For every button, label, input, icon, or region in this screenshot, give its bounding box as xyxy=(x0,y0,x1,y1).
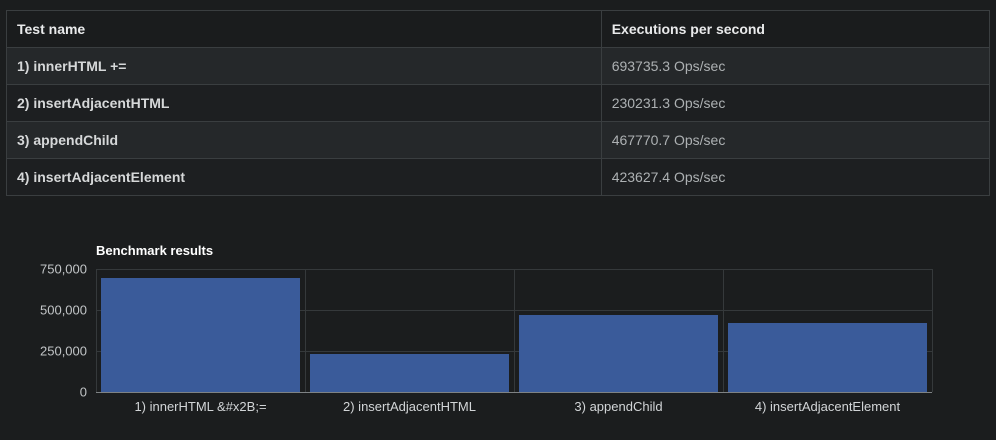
ops-value-cell: 423627.4 Ops/sec xyxy=(600,158,991,196)
gridline-v-100 xyxy=(932,269,933,392)
ops-value-cell: 230231.3 Ops/sec xyxy=(600,84,991,122)
ops-value-cell: 467770.7 Ops/sec xyxy=(600,121,991,159)
test-name-cell: 4) insertAdjacentElement xyxy=(6,158,602,196)
gridline-v-75 xyxy=(723,269,724,392)
gridline-v-25 xyxy=(305,269,306,392)
table-row: 3) appendChild 467770.7 Ops/sec xyxy=(6,121,991,159)
ops-value-cell: 693735.3 Ops/sec xyxy=(600,47,991,85)
col-header-test-name: Test name xyxy=(6,10,602,48)
bar-slot xyxy=(723,269,932,392)
table-row: 1) innerHTML += 693735.3 Ops/sec xyxy=(6,47,991,85)
bar-slot xyxy=(96,269,305,392)
bar-4-insertadjacentelement[interactable] xyxy=(728,322,927,392)
bar-1-innerhtml[interactable] xyxy=(101,278,300,392)
test-name-cell: 1) innerHTML += xyxy=(6,47,602,85)
y-tick-250k: 250,000 xyxy=(40,343,87,359)
x-label-3: 3) appendChild xyxy=(574,399,663,414)
table-row: 4) insertAdjacentElement 423627.4 Ops/se… xyxy=(6,158,991,196)
bars-container xyxy=(96,269,932,392)
bar-3-appendchild[interactable] xyxy=(519,315,718,392)
y-tick-750k: 750,000 xyxy=(40,261,87,277)
gridline-v-0 xyxy=(96,269,97,392)
benchmark-chart: Benchmark results 750,000 500,000 250,00… xyxy=(0,243,996,423)
table-row: 2) insertAdjacentHTML 230231.3 Ops/sec xyxy=(6,84,991,122)
x-label-1: 1) innerHTML &#x2B;= xyxy=(134,399,267,414)
x-label-4: 4) insertAdjacentElement xyxy=(754,399,901,414)
test-name-cell: 3) appendChild xyxy=(6,121,602,159)
test-name-cell: 2) insertAdjacentHTML xyxy=(6,84,602,122)
col-header-executions-per-second: Executions per second xyxy=(600,10,991,48)
plot-area: 750,000 500,000 250,000 0 1) innerHTML &… xyxy=(40,262,933,414)
results-table: Test name Executions per second 1) inner… xyxy=(6,10,991,196)
bar-2-insertadjacenthtml[interactable] xyxy=(310,354,509,392)
bar-slot xyxy=(514,269,723,392)
bar-slot xyxy=(305,269,514,392)
y-tick-0: 0 xyxy=(79,384,87,400)
table-header-row: Test name Executions per second xyxy=(6,10,991,48)
x-label-2: 2) insertAdjacentHTML xyxy=(343,399,476,414)
gridline-v-50 xyxy=(514,269,515,392)
y-tick-500k: 500,000 xyxy=(40,302,87,318)
chart-title: Benchmark results xyxy=(96,243,214,258)
